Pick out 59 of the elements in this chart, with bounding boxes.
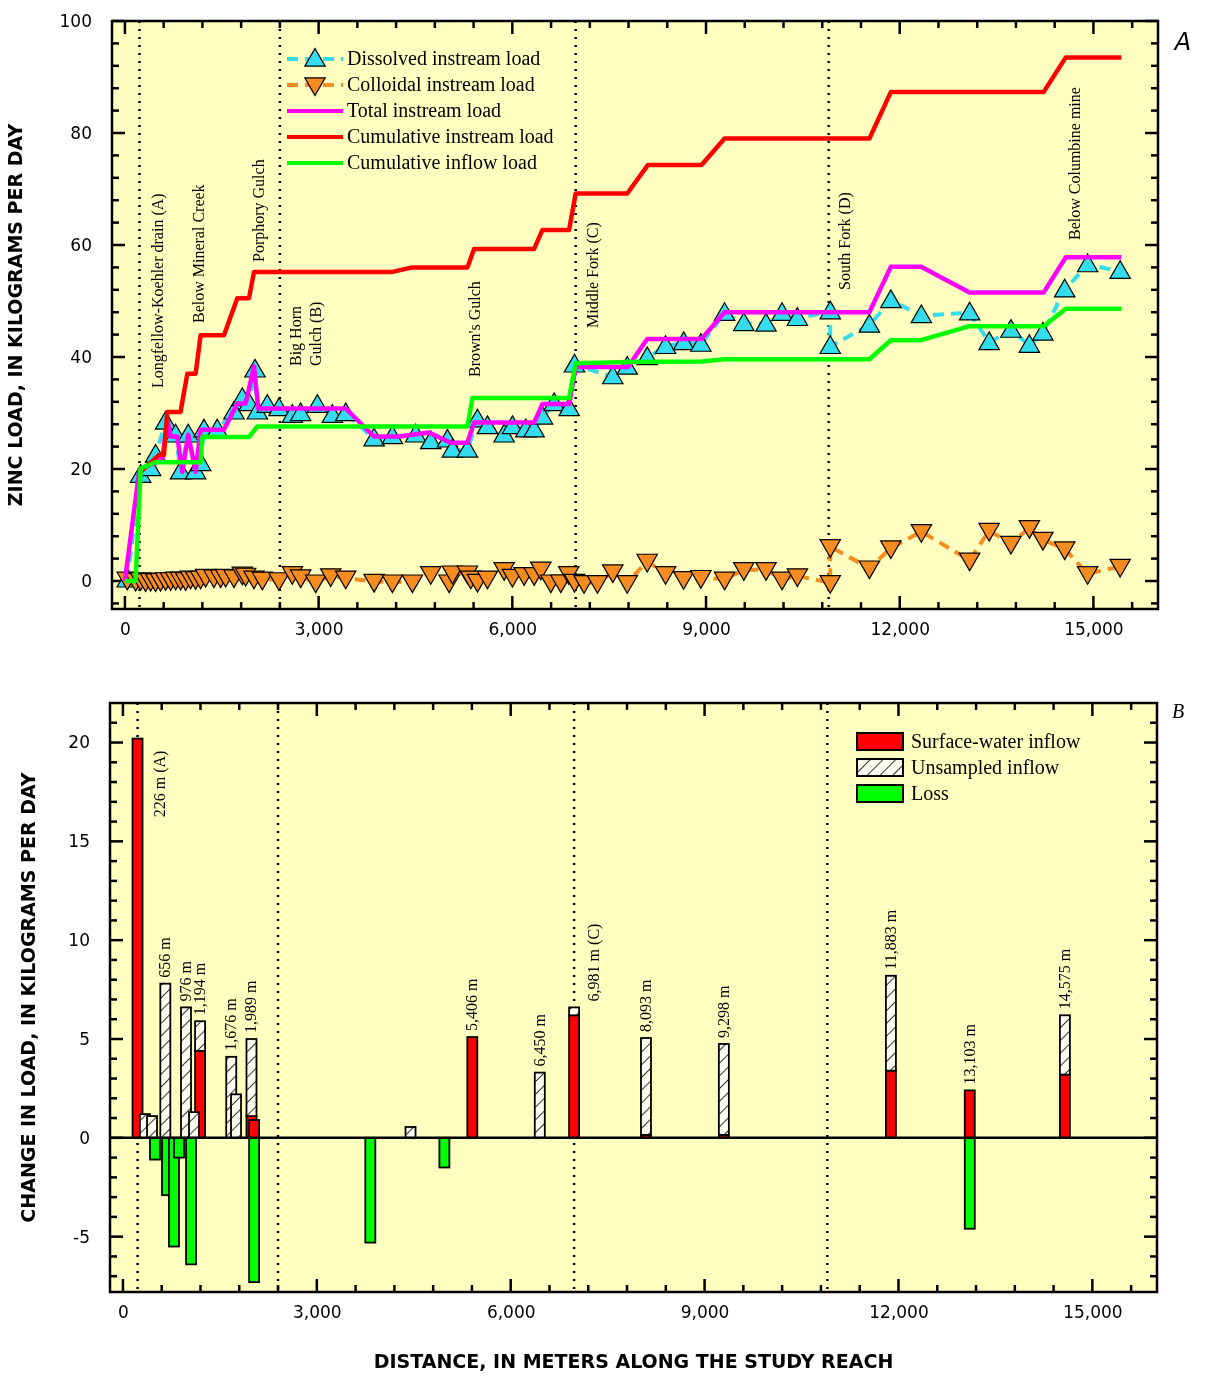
y-tick-label: 40 [70, 346, 92, 367]
annotation: South Fork (D) [836, 192, 854, 290]
y-tick-label: -5 [73, 1226, 90, 1247]
annotation: Below Columbine mine [1066, 87, 1083, 240]
x-tick-label: 6,000 [486, 1302, 536, 1323]
legend-label: Cumulative instream load [347, 125, 554, 147]
annotation: 5,406 m [463, 978, 481, 1032]
annotation: 1,194 m [191, 962, 209, 1016]
annotation: 1,989 m [242, 980, 260, 1034]
annotation: 13,103 m [960, 1023, 978, 1085]
x-tick-label: 0 [118, 1302, 129, 1323]
annotation: Middle Fork (C) [584, 222, 602, 328]
annotation: 6,981 m (C) [585, 923, 604, 1002]
text: B [1171, 700, 1185, 722]
annotation: Porphory Gulch [250, 159, 268, 262]
annotation: 14,575 m [1055, 948, 1073, 1010]
x-tick-label: 0 [120, 619, 131, 640]
annotation: 656 m [156, 936, 174, 978]
y-axis-title: CHANGE IN LOAD, IN KILOGRAMS PER DAY [17, 772, 39, 1223]
text: A [1172, 28, 1192, 56]
y-tick-label: 100 [59, 10, 92, 31]
x-tick-label: 12,000 [869, 1302, 929, 1323]
x-tick-label: 6,000 [488, 619, 538, 640]
annotation: 1,676 m [222, 997, 240, 1051]
annotation: Big Horn Gulch (B) [287, 301, 325, 366]
y-tick-label: 20 [68, 732, 90, 753]
annotation: 976 m [177, 960, 194, 1002]
annotation: 9,298 m [714, 984, 732, 1038]
x-axis-title: DISTANCE, IN METERS ALONG THE STUDY REACH [373, 1350, 894, 1372]
x-tick-label: 12,000 [870, 619, 930, 640]
annotation: 8,093 m [636, 979, 654, 1033]
annotation: Brown's Gulch [466, 281, 483, 377]
x-tick-label: 3,000 [292, 1302, 342, 1323]
y-tick-label: 0 [79, 1127, 90, 1148]
legend-label: Colloidal instream load [347, 73, 535, 95]
x-tick-label: 15,000 [1063, 1302, 1123, 1323]
annotation: 6,450 m [530, 1013, 548, 1067]
legend-label: Unsampled inflow [911, 756, 1060, 779]
y-tick-label: 15 [68, 831, 90, 852]
legend-label: Dissolved instream load [347, 47, 541, 69]
y-tick-label: 60 [70, 234, 92, 255]
x-tick-label: 3,000 [294, 619, 344, 640]
y-tick-label: 0 [81, 570, 92, 591]
y-tick-label: 80 [70, 122, 92, 143]
legend-label: Surface-water inflow [911, 730, 1081, 752]
y-tick-label: 20 [70, 458, 92, 479]
legend-label: Cumulative inflow load [347, 151, 537, 173]
x-tick-label: 15,000 [1064, 619, 1124, 640]
annotation: Below Mineral Creek [190, 184, 207, 323]
annotation: 11,883 m [881, 909, 899, 970]
annotation: Longfellow-Koehler drain (A) [149, 193, 167, 388]
y-tick-label: 10 [68, 930, 90, 951]
legend-label: Loss [911, 782, 949, 804]
legend-label: Total instream load [347, 99, 502, 121]
y-axis-title: ZINC LOAD, IN KILOGRAMS PER DAY [4, 123, 26, 507]
annotation: 226 m (A) [150, 750, 169, 818]
x-tick-label: 9,000 [680, 1302, 730, 1323]
x-tick-label: 9,000 [682, 619, 731, 640]
y-tick-label: 5 [79, 1028, 90, 1049]
